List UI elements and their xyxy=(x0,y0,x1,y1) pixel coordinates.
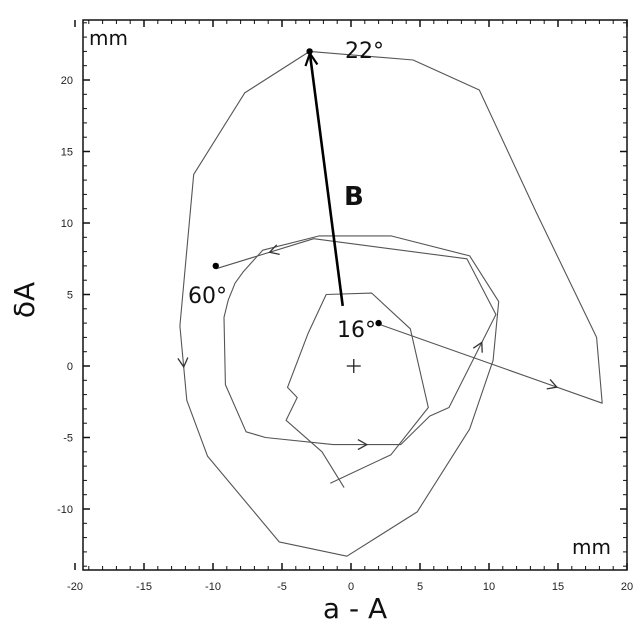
x-tick-label: 20 xyxy=(621,581,633,593)
annotation-16-deg: 16° xyxy=(337,318,376,343)
plot-frame xyxy=(82,19,628,571)
x-tick-label: 15 xyxy=(552,581,564,593)
direction-arrow xyxy=(268,244,280,255)
trajectory-series-2 xyxy=(285,292,429,488)
direction-arrow xyxy=(177,357,189,369)
y-tick-label: -10 xyxy=(57,504,73,516)
direction-arrow xyxy=(357,439,369,451)
endpoint-dot xyxy=(306,48,313,55)
x-tick-label: -20 xyxy=(67,581,83,593)
annotation-22-deg: 22° xyxy=(345,39,384,64)
y-tick-label: 5 xyxy=(67,290,73,302)
y-tick-label: 20 xyxy=(61,75,73,87)
vector-b-line xyxy=(308,53,345,307)
direction-arrow xyxy=(472,341,483,353)
x-tick-label: -5 xyxy=(277,581,287,593)
x-tick-label: 0 xyxy=(348,581,354,593)
direction-arrow xyxy=(546,379,559,390)
annotation-60-deg: 60° xyxy=(188,284,227,309)
x-tick-label: -10 xyxy=(205,581,221,593)
y-tick-label: 10 xyxy=(61,218,73,230)
y-axis-label: δA xyxy=(8,282,41,318)
x-tick-label: 10 xyxy=(483,581,495,593)
y-tick-label: 15 xyxy=(61,147,73,159)
x-tick-label: -15 xyxy=(136,581,152,593)
endpoint-dot xyxy=(212,262,219,270)
x-unit-label: mm xyxy=(572,535,611,559)
endpoint-dot xyxy=(375,319,382,327)
y-tick-label: 0 xyxy=(67,361,73,373)
trajectory-series-1 xyxy=(179,50,603,557)
x-axis-label: a - A xyxy=(323,592,387,625)
x-tick-label: 5 xyxy=(417,581,423,593)
y-tick-label: -5 xyxy=(63,433,73,445)
vector-b-label: B xyxy=(344,182,364,212)
y-unit-label: mm xyxy=(89,26,128,50)
